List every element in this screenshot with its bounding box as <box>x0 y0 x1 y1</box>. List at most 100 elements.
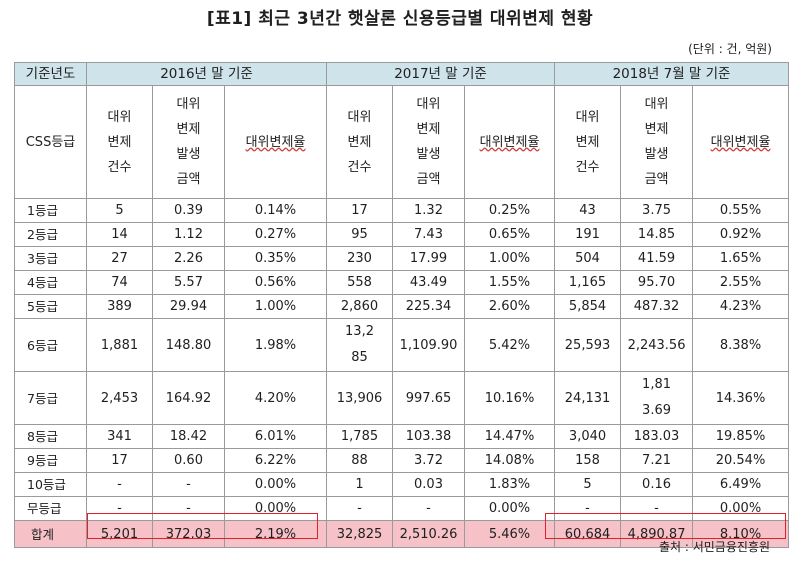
cell-r1: 1.98% <box>223 318 328 372</box>
cell-r3: 4.23% <box>692 294 790 319</box>
cell-a1: 0.39 <box>152 198 225 223</box>
total-cell-c3: 60,684 <box>554 520 622 548</box>
total-cell-c1: 5,201 <box>86 520 153 548</box>
cell-r3: 20.54% <box>692 448 790 473</box>
cell-c2: 1 <box>326 472 394 497</box>
cell-c2: 230 <box>326 246 394 271</box>
table-row: 9등급 17 0.60 6.22% 88 3.72 14.08% 158 7.21 20.54% <box>14 448 790 473</box>
cell-a2: 0.03 <box>392 472 466 497</box>
cell-c1: 5 <box>86 198 153 223</box>
cell-r1: 0.14% <box>223 198 328 223</box>
cell-c3: 5,854 <box>554 294 622 319</box>
cell-r2: 0.65% <box>464 222 556 247</box>
cell-r3: 19.85% <box>692 424 790 449</box>
cell-c1: - <box>86 496 153 521</box>
cell-a2: 103.38 <box>392 424 466 449</box>
cell-a2: 3.72 <box>392 448 466 473</box>
cell-c1: 2,453 <box>86 371 153 425</box>
cell-c1: 1,881 <box>86 318 153 372</box>
cell-a3: 2,243.56 <box>620 318 694 372</box>
metric-rate-label: 대위변제율 <box>479 134 540 150</box>
total-cell-a2: 2,510.26 <box>392 520 466 548</box>
cell-a3: - <box>620 496 694 521</box>
cell-c2: 95 <box>326 222 394 247</box>
cell-c3: 25,593 <box>554 318 622 372</box>
cell-a3: 14.85 <box>620 222 694 247</box>
cell-c3: 24,131 <box>554 371 622 425</box>
table-row: 2등급 14 1.12 0.27% 95 7.43 0.65% 191 14.85 0.92% <box>14 222 790 247</box>
cell-r3: 2.55% <box>692 270 790 295</box>
cell-r2: 10.16% <box>464 371 556 425</box>
cell-c2: 1,785 <box>326 424 394 449</box>
corner-year-label: 기준년도 <box>14 62 87 86</box>
metric-count-header-2: 대위 변제 건수 <box>326 85 394 199</box>
cell-r2: 2.60% <box>464 294 556 319</box>
cell-c2: 2,860 <box>326 294 394 319</box>
cell-value: 13,285 <box>345 324 374 365</box>
cell-c2: - <box>326 496 394 521</box>
total-row: 합계 5,201 372.03 2.19% 32,825 2,510.26 5.46% 60,… <box>14 520 790 548</box>
total-cell-a1: 372.03 <box>152 520 225 548</box>
cell-r1: 6.01% <box>223 424 328 449</box>
grade-label: 10등급 <box>14 472 87 497</box>
cell-a2: 1.32 <box>392 198 466 223</box>
cell-c3: - <box>554 496 622 521</box>
cell-c1: 17 <box>86 448 153 473</box>
cell-a1: - <box>152 472 225 497</box>
cell-c3: 43 <box>554 198 622 223</box>
cell-c3: 5 <box>554 472 622 497</box>
cell-c3: 158 <box>554 448 622 473</box>
cell-a1: 18.42 <box>152 424 225 449</box>
cell-c3: 191 <box>554 222 622 247</box>
cell-a3: 487.32 <box>620 294 694 319</box>
metric-amount-header-2: 대위 변제 발생 금액 <box>392 85 466 199</box>
default-rate-table: 기준년도 2016년 말 기준 2017년 말 기준 2018년 7월 말 기준… <box>14 62 790 548</box>
cell-a2: 7.43 <box>392 222 466 247</box>
cell-r1: 0.27% <box>223 222 328 247</box>
cell-r1: 0.00% <box>223 472 328 497</box>
table-row: 10등급 - -0.00% 1 0.03 1.83% 5 0.16 6.49% <box>14 472 790 497</box>
table-row: 7등급 2,453 164.92 4.20% 13,906 997.65 10.16% 24,… <box>14 371 790 425</box>
cell-r3: 6.49% <box>692 472 790 497</box>
cell-r2: 14.47% <box>464 424 556 449</box>
total-cell-r3: 8.10% <box>692 520 790 548</box>
table-row: 4등급 74 5.57 0.56% 558 43.49 1.55% 1,165 95.70 2.5… <box>14 270 790 295</box>
cell-r1: 1.00% <box>223 294 328 319</box>
total-cell-r1: 2.19% <box>223 520 328 548</box>
cell-a2: 1,109.90 <box>392 318 466 372</box>
cell-c3: 3,040 <box>554 424 622 449</box>
total-cell-a3: 4,890.87 <box>620 520 694 548</box>
cell-r1: 6.22% <box>223 448 328 473</box>
cell-r2: 1.00% <box>464 246 556 271</box>
total-highlight-2018 <box>545 513 786 539</box>
cell-c1: 74 <box>86 270 153 295</box>
cell-c1: 27 <box>86 246 153 271</box>
cell-c3: 1,165 <box>554 270 622 295</box>
metric-rate-header-2: 대위변제율 <box>464 85 556 199</box>
cell-r2: 5.42% <box>464 318 556 372</box>
cell-c1: 341 <box>86 424 153 449</box>
cell-c2: 13,285 <box>326 318 394 372</box>
cell-r1: 0.56% <box>223 270 328 295</box>
cell-a3: 183.03 <box>620 424 694 449</box>
cell-r3: 0.55% <box>692 198 790 223</box>
grade-label: 3등급 <box>14 246 87 271</box>
cell-a2: 43.49 <box>392 270 466 295</box>
source-note: 출처 : 서민금융진흥원 <box>658 540 770 554</box>
header-row-metrics: CSS등급 대위 변제 건수 대위 변제 발생 금액 대위변제율 대위 변제 건수 대위… <box>14 85 790 199</box>
total-highlight-2016 <box>87 513 318 539</box>
cell-a2: 997.65 <box>392 371 466 425</box>
cell-r2: 0.00% <box>464 496 556 521</box>
metric-rate-label: 대위변제율 <box>245 134 306 150</box>
cell-c1: - <box>86 472 153 497</box>
cell-a2: 225.34 <box>392 294 466 319</box>
unit-note: (단위 : 건, 억원) <box>688 42 772 56</box>
cell-r1: 0.35% <box>223 246 328 271</box>
cell-a1: 2.26 <box>152 246 225 271</box>
metric-count-header-3: 대위 변제 건수 <box>554 85 622 199</box>
cell-a3: 41.59 <box>620 246 694 271</box>
cell-c2: 88 <box>326 448 394 473</box>
grade-label: 무등급 <box>14 496 87 521</box>
corner-grade-label: CSS등급 <box>14 85 87 199</box>
table-row: 6등급 1,881 148.80 1.98% 13,285 1,109.90 5.42% 25… <box>14 318 790 372</box>
